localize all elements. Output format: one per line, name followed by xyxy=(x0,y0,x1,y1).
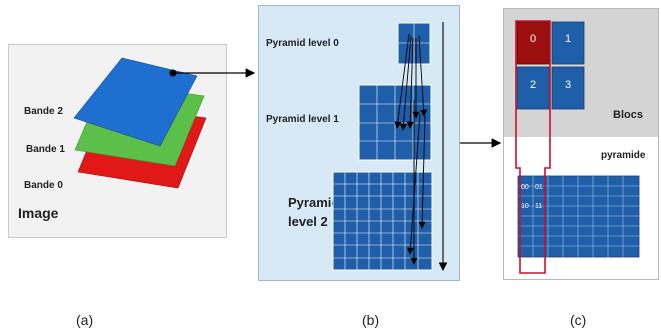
sub-code-01: 01 xyxy=(535,184,543,191)
pyramid-level-0-label: Pyramid level 0 xyxy=(266,38,339,49)
block-3 xyxy=(551,66,585,110)
blocs-label: Blocs xyxy=(613,109,643,121)
caption-a: (a) xyxy=(76,312,94,328)
block-1-label: 1 xyxy=(565,33,571,45)
block-0-label: 0 xyxy=(530,33,536,45)
pyramid-level-2-label-line2: level 2 xyxy=(288,214,328,229)
block-3-label: 3 xyxy=(565,79,571,91)
band-0-label: Bande 0 xyxy=(24,180,63,191)
level-0-grid xyxy=(397,22,431,65)
pyramid-level-1-label: Pyramid level 1 xyxy=(266,114,339,125)
block-0-highlight-outline xyxy=(515,20,551,274)
band-1-label: Bande 1 xyxy=(26,144,65,155)
band-2-label: Bande 2 xyxy=(24,106,63,117)
level-2-grid xyxy=(332,171,433,271)
pyramide-grid xyxy=(517,175,640,258)
pyramide-label: pyramide xyxy=(601,150,646,161)
block-1 xyxy=(551,21,585,65)
level-0-to-1-arrows xyxy=(394,33,428,131)
sub-code-10: 10 xyxy=(521,203,529,210)
block-2 xyxy=(516,66,550,110)
caption-c: (c) xyxy=(570,312,587,328)
sub-code-11: 11 xyxy=(535,203,542,210)
band-2-plane xyxy=(73,57,198,147)
band-2-anchor-dot xyxy=(169,69,177,77)
level-1-to-2-arrows xyxy=(406,100,426,265)
level-1-grid xyxy=(358,84,432,161)
image-label: Image xyxy=(18,205,59,221)
pyramid-level-2-label-line1: Pyramid xyxy=(288,195,340,210)
block-0 xyxy=(516,21,550,65)
sub-code-00: 00 xyxy=(521,184,529,191)
block-2-label: 2 xyxy=(530,79,536,91)
caption-b: (b) xyxy=(362,312,380,328)
